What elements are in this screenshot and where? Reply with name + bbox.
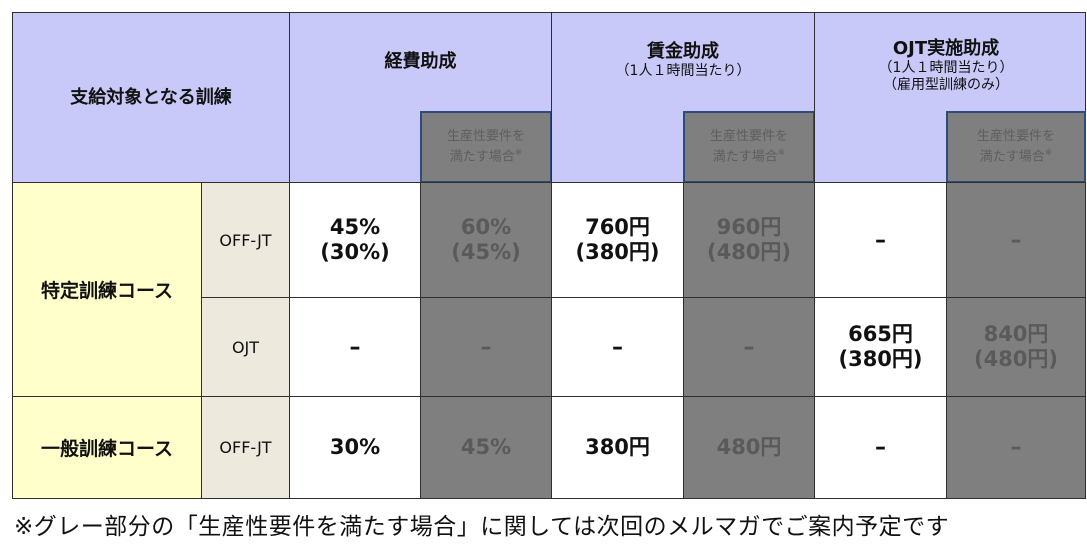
value-main: 380円	[585, 435, 650, 459]
cell-sp-ojt-wage-prod: –	[683, 297, 815, 397]
cell-gen-off-expense: 30%	[289, 396, 421, 499]
offjt-label: OFF-JT	[219, 438, 272, 457]
cell-gen-off-ojt-prod: –	[946, 396, 1086, 499]
value-main: 665円	[848, 322, 913, 346]
value-main: 960円	[716, 215, 782, 239]
general-course-label: 一般訓練コース	[40, 438, 174, 460]
cell-sp-off-expense: 45% (30%)	[289, 182, 421, 298]
prod-req-line1: 生産性要件を	[709, 128, 788, 144]
header-wage-label: 賃金助成 （1人１時間当たり）	[551, 30, 815, 90]
cell-gen-off-wage: 380円	[551, 396, 684, 499]
ojt-subtitle-2: （雇用型訓練のみ）	[883, 77, 1009, 93]
row-general-course: 一般訓練コース	[12, 396, 202, 499]
cell-sp-off-expense-prod: 60% (45%)	[420, 182, 552, 298]
expense-title: 経費助成	[384, 51, 457, 72]
prod-req-line2: 満たす場合	[979, 149, 1045, 165]
offjt-label: OFF-JT	[219, 230, 272, 250]
header-ojt-label: OJT実施助成 （1人１時間当たり） （雇用型訓練のみ）	[814, 30, 1078, 102]
value-main: 840円	[983, 322, 1049, 346]
value-main: 480円	[716, 435, 782, 459]
prod-req-line2: 満たす場合	[712, 149, 778, 165]
header-target-training: 支給対象となる訓練	[12, 12, 290, 183]
value-main: 45%	[460, 435, 512, 459]
value-main: 60%	[460, 215, 512, 239]
header-expense-label: 経費助成	[289, 12, 552, 112]
value-sub: (45%)	[451, 240, 521, 264]
specific-course-label: 特定訓練コース	[40, 280, 174, 302]
value-dash: –	[349, 334, 361, 360]
value-main: 760円	[585, 215, 650, 239]
cell-sp-ojt-ojt-prod: 840円 (480円)	[946, 297, 1086, 397]
cell-sp-off-ojt-prod: –	[946, 182, 1086, 298]
value-sub: (480円)	[706, 240, 792, 264]
cell-sp-ojt-wage: –	[551, 297, 684, 397]
cell-sp-off-ojt: –	[814, 182, 947, 298]
prod-req-line2: 満たす場合	[449, 149, 515, 165]
value-sub: (380円)	[575, 240, 660, 264]
cell-sp-ojt-expense: –	[289, 297, 421, 397]
ojt-label: OJT	[231, 337, 260, 357]
footnote: ※グレー部分の「生産性要件を満たす場合」に関しては次回のメルマガでご案内予定です	[14, 514, 950, 540]
value-main: 45%	[329, 215, 381, 239]
prod-req-line1: 生産性要件を	[976, 128, 1055, 144]
header-expense-productivity: 生産性要件を 満たす場合※	[420, 111, 552, 183]
wage-title: 賃金助成	[647, 40, 719, 62]
value-dash: –	[875, 227, 886, 253]
value-dash: –	[875, 435, 886, 460]
cell-sp-ojt-ojt: 665円 (380円)	[814, 297, 947, 397]
value-sub: (480円)	[973, 347, 1059, 371]
cell-gen-off-ojt: –	[814, 396, 947, 499]
value-sub: (30%)	[320, 240, 390, 264]
prod-req-line1: 生産性要件を	[446, 128, 525, 144]
cell-gen-off-expense-prod: 45%	[420, 396, 552, 499]
wage-subtitle: （1人１時間当たり）	[615, 62, 751, 79]
cell-sp-ojt-expense-prod: –	[420, 297, 552, 397]
value-dash: –	[612, 334, 623, 360]
prod-req-mark: ※	[777, 147, 786, 158]
row-specific-ojt: OJT	[201, 297, 290, 397]
subsidy-table: 支給対象となる訓練 経費助成 生産性要件を 満たす場合※ 賃金助成 （1人１時間…	[12, 12, 1086, 499]
header-ojt-productivity: 生産性要件を 満たす場合※	[946, 111, 1086, 183]
row-general-offjt: OFF-JT	[201, 396, 290, 499]
ojt-subtitle-1: （1人１時間当たり）	[878, 60, 1014, 76]
value-main: 30%	[329, 435, 381, 459]
cell-sp-off-wage: 760円 (380円)	[551, 182, 684, 298]
header-wage-productivity: 生産性要件を 満たす場合※	[683, 111, 815, 183]
cell-sp-off-wage-prod: 960円 (480円)	[683, 182, 815, 298]
prod-req-mark: ※	[1044, 147, 1053, 158]
ojt-title: OJT実施助成	[892, 38, 1000, 59]
row-specific-course: 特定訓練コース	[12, 182, 202, 397]
row-specific-offjt: OFF-JT	[201, 182, 290, 298]
value-dash: –	[1010, 227, 1022, 253]
value-sub: (380円)	[838, 347, 923, 371]
value-dash: –	[1010, 435, 1022, 460]
prod-req-mark: ※	[514, 147, 523, 158]
value-dash: –	[743, 334, 755, 360]
cell-gen-off-wage-prod: 480円	[683, 396, 815, 499]
value-dash: –	[480, 334, 492, 360]
header-target-label: 支給対象となる訓練	[70, 86, 232, 108]
